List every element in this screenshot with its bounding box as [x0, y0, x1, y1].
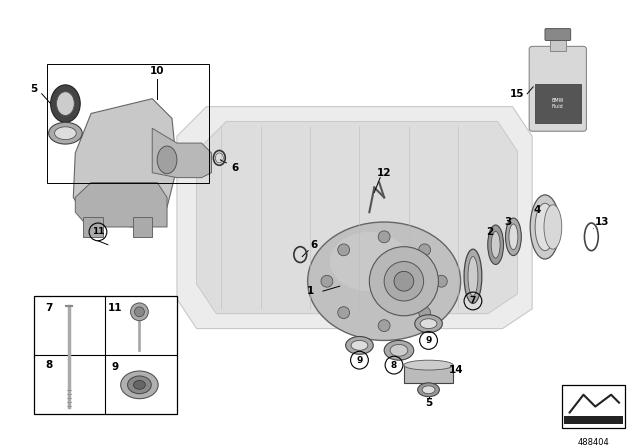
Ellipse shape: [54, 127, 76, 140]
Ellipse shape: [535, 203, 555, 250]
Ellipse shape: [492, 232, 500, 258]
Bar: [47, 64, 209, 182]
Text: 11: 11: [92, 228, 104, 237]
Text: 3: 3: [504, 217, 511, 227]
Text: 5: 5: [30, 84, 38, 94]
Ellipse shape: [464, 249, 482, 303]
Polygon shape: [177, 107, 532, 328]
Bar: [564, 417, 623, 424]
Polygon shape: [152, 128, 211, 177]
Text: 9: 9: [426, 336, 432, 345]
Polygon shape: [196, 121, 517, 314]
Text: 9: 9: [356, 356, 363, 365]
Ellipse shape: [415, 315, 442, 332]
Text: 4: 4: [533, 205, 541, 215]
Ellipse shape: [346, 336, 373, 354]
Ellipse shape: [134, 380, 145, 389]
Ellipse shape: [530, 195, 560, 259]
Bar: [34, 296, 177, 414]
Bar: [562, 385, 625, 428]
Ellipse shape: [308, 222, 461, 340]
Text: 7: 7: [470, 297, 476, 306]
Text: 9: 9: [111, 362, 118, 372]
Text: 11: 11: [108, 303, 122, 313]
Text: BMW
Fluid: BMW Fluid: [552, 98, 564, 109]
Text: 7: 7: [45, 303, 52, 313]
Polygon shape: [74, 99, 177, 227]
Circle shape: [338, 307, 349, 319]
Ellipse shape: [157, 146, 177, 174]
Text: 14: 14: [449, 365, 463, 375]
Bar: [132, 217, 152, 237]
Ellipse shape: [351, 340, 368, 350]
Text: 6: 6: [310, 240, 317, 250]
Text: 1: 1: [307, 286, 314, 296]
Circle shape: [384, 262, 424, 301]
Ellipse shape: [390, 345, 408, 356]
Ellipse shape: [587, 228, 596, 246]
Ellipse shape: [420, 319, 437, 328]
Circle shape: [321, 276, 333, 287]
Polygon shape: [76, 182, 167, 227]
Text: 8: 8: [391, 361, 397, 370]
Circle shape: [378, 231, 390, 243]
Bar: [535, 84, 580, 123]
Bar: [550, 38, 566, 52]
Ellipse shape: [418, 383, 440, 396]
Text: 10: 10: [150, 66, 164, 76]
Circle shape: [394, 271, 413, 291]
Ellipse shape: [384, 340, 413, 360]
Ellipse shape: [121, 371, 158, 399]
Text: 2: 2: [486, 227, 493, 237]
Circle shape: [419, 307, 431, 319]
Ellipse shape: [509, 224, 518, 250]
Bar: [83, 217, 103, 237]
Ellipse shape: [51, 85, 80, 122]
Bar: [404, 365, 453, 383]
Circle shape: [435, 276, 447, 287]
Text: 5: 5: [425, 398, 432, 408]
Ellipse shape: [488, 225, 504, 264]
Ellipse shape: [404, 360, 453, 370]
Ellipse shape: [506, 218, 522, 255]
Text: 12: 12: [377, 168, 392, 178]
Ellipse shape: [422, 386, 435, 394]
Text: 13: 13: [595, 217, 609, 227]
Ellipse shape: [330, 232, 409, 291]
Ellipse shape: [49, 122, 82, 144]
Circle shape: [131, 303, 148, 321]
Text: 8: 8: [45, 360, 52, 370]
Ellipse shape: [468, 257, 478, 296]
Circle shape: [378, 320, 390, 332]
Text: 6: 6: [231, 163, 239, 173]
Text: 15: 15: [510, 89, 524, 99]
Ellipse shape: [127, 376, 151, 394]
FancyBboxPatch shape: [545, 29, 571, 40]
Circle shape: [338, 244, 349, 256]
Ellipse shape: [544, 205, 562, 249]
Circle shape: [369, 247, 438, 316]
Circle shape: [134, 307, 145, 317]
Ellipse shape: [56, 92, 74, 116]
Circle shape: [419, 244, 431, 256]
Text: 488404: 488404: [577, 438, 609, 447]
FancyBboxPatch shape: [529, 47, 586, 131]
